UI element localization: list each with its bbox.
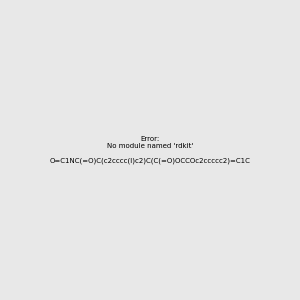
Text: Error:
No module named 'rdkit'

O=C1NC(=O)C(c2cccc(I)c2)C(C(=O)OCCOc2ccccc2)=C1C: Error: No module named 'rdkit' O=C1NC(=O…	[50, 136, 250, 164]
